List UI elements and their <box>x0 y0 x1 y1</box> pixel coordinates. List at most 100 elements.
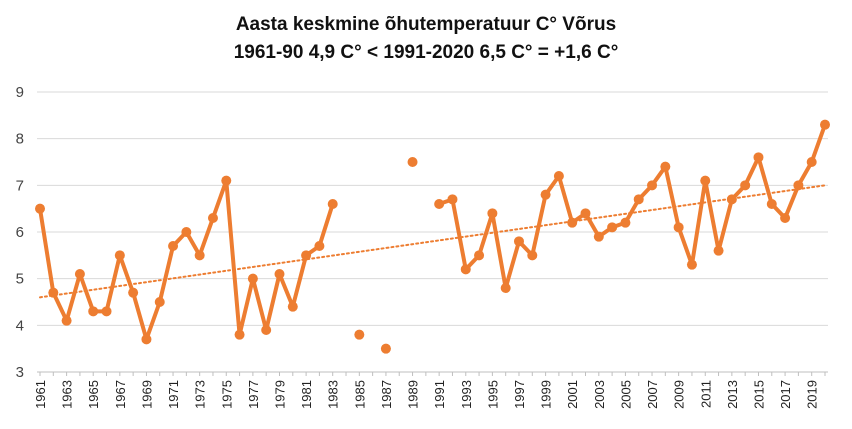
y-tick-label-5: 8 <box>16 131 24 148</box>
y-tick-label-2: 5 <box>16 271 24 288</box>
data-point-2003 <box>593 231 604 242</box>
data-point-2013 <box>726 194 737 205</box>
x-tick-label-11: 1983 <box>326 380 341 409</box>
y-tick-label-1: 4 <box>16 317 24 334</box>
y-tick-label-3: 6 <box>16 224 24 241</box>
x-tick-label-4: 1969 <box>139 380 154 409</box>
x-tick-label-19: 1999 <box>539 380 554 409</box>
data-point-1993 <box>460 264 471 275</box>
data-point-1998 <box>527 250 538 261</box>
data-point-2002 <box>580 208 591 219</box>
data-point-2005 <box>620 217 631 228</box>
data-point-2014 <box>740 180 751 191</box>
data-point-1969 <box>141 334 152 345</box>
data-point-1976 <box>234 329 245 340</box>
data-point-1981 <box>301 250 312 261</box>
data-point-1966 <box>101 306 112 317</box>
trendline <box>39 184 826 299</box>
data-point-1975 <box>221 175 232 186</box>
x-tick-label-29: 2019 <box>805 380 820 409</box>
x-tick-label-9: 1979 <box>272 380 287 409</box>
data-point-1987 <box>380 343 391 354</box>
data-point-2004 <box>607 222 618 233</box>
data-point-2018 <box>793 180 804 191</box>
data-point-2012 <box>713 245 724 256</box>
data-point-2006 <box>633 194 644 205</box>
x-tick-label-8: 1977 <box>246 380 261 409</box>
series-line-segment-1 <box>437 122 827 290</box>
x-tick-label-13: 1987 <box>379 380 394 409</box>
x-tick-label-18: 1997 <box>512 380 527 409</box>
x-tick-label-16: 1993 <box>459 380 474 409</box>
data-point-1982 <box>314 241 325 251</box>
data-point-1991 <box>434 199 445 209</box>
x-tick-label-12: 1985 <box>352 380 367 409</box>
data-point-2000 <box>553 171 564 181</box>
data-point-1963 <box>61 315 72 326</box>
x-tick-label-22: 2005 <box>618 380 633 409</box>
data-point-2020 <box>820 119 830 130</box>
data-point-1994 <box>474 250 485 261</box>
data-point-2008 <box>660 161 671 172</box>
data-point-1978 <box>261 325 272 335</box>
data-point-1995 <box>487 208 498 219</box>
data-point-2011 <box>700 175 711 186</box>
data-point-1972 <box>181 227 192 237</box>
data-point-2007 <box>647 180 658 191</box>
x-tick-label-27: 2015 <box>751 380 766 409</box>
x-tick-label-3: 1967 <box>113 380 128 409</box>
data-point-1968 <box>128 287 139 298</box>
data-point-1999 <box>540 189 551 200</box>
data-point-1964 <box>74 269 85 279</box>
data-point-1985 <box>354 329 365 340</box>
x-tick-label-5: 1971 <box>166 380 181 409</box>
x-tick-label-10: 1981 <box>299 380 314 409</box>
y-tick-label-6: 9 <box>16 84 24 101</box>
x-tick-label-17: 1995 <box>485 380 500 409</box>
x-tick-label-6: 1973 <box>193 380 208 409</box>
data-point-1983 <box>327 199 338 209</box>
x-tick-label-24: 2009 <box>672 380 687 409</box>
data-point-1996 <box>500 283 511 293</box>
data-point-2010 <box>686 259 697 270</box>
x-tick-label-2: 1965 <box>86 380 101 409</box>
y-tick-label-0: 3 <box>16 364 24 381</box>
series-line-segment-0 <box>38 178 335 342</box>
data-point-1979 <box>274 269 285 279</box>
x-tick-label-1: 1963 <box>60 380 75 409</box>
data-point-1989 <box>407 157 418 167</box>
chart-title: Aasta keskmine õhutemperatuur C° Võrus <box>235 14 617 35</box>
data-point-2019 <box>806 157 817 167</box>
data-point-1997 <box>513 236 524 247</box>
x-tick-label-28: 2017 <box>778 380 793 409</box>
x-tick-label-23: 2007 <box>645 380 660 409</box>
data-point-1980 <box>287 301 298 312</box>
x-tick-label-20: 2001 <box>565 380 580 409</box>
data-point-1992 <box>447 194 458 205</box>
y-tick-label-4: 7 <box>16 177 24 194</box>
x-tick-label-26: 2013 <box>725 380 740 409</box>
x-tick-label-14: 1989 <box>406 380 421 409</box>
data-point-1973 <box>194 250 205 261</box>
data-point-2017 <box>780 213 791 223</box>
x-tick-label-15: 1991 <box>432 380 447 409</box>
data-point-1971 <box>168 241 179 251</box>
data-point-1962 <box>48 287 59 298</box>
data-point-1961 <box>35 203 45 214</box>
data-point-2001 <box>567 217 578 228</box>
chart-subtitle: 1961-90 4,9 C° < 1991-2020 6,5 C° = +1,6… <box>233 42 619 63</box>
x-tick-label-21: 2003 <box>592 380 607 409</box>
data-point-1965 <box>88 306 99 317</box>
data-point-1967 <box>114 250 125 261</box>
x-tick-label-0: 1961 <box>33 380 48 409</box>
data-point-2009 <box>673 222 684 233</box>
data-point-1974 <box>207 213 218 223</box>
x-tick-label-25: 2011 <box>698 380 713 408</box>
data-point-1970 <box>154 297 165 307</box>
data-point-2015 <box>753 152 764 163</box>
data-point-1977 <box>247 273 258 284</box>
data-point-2016 <box>766 199 777 209</box>
x-tick-label-7: 1975 <box>219 380 234 409</box>
